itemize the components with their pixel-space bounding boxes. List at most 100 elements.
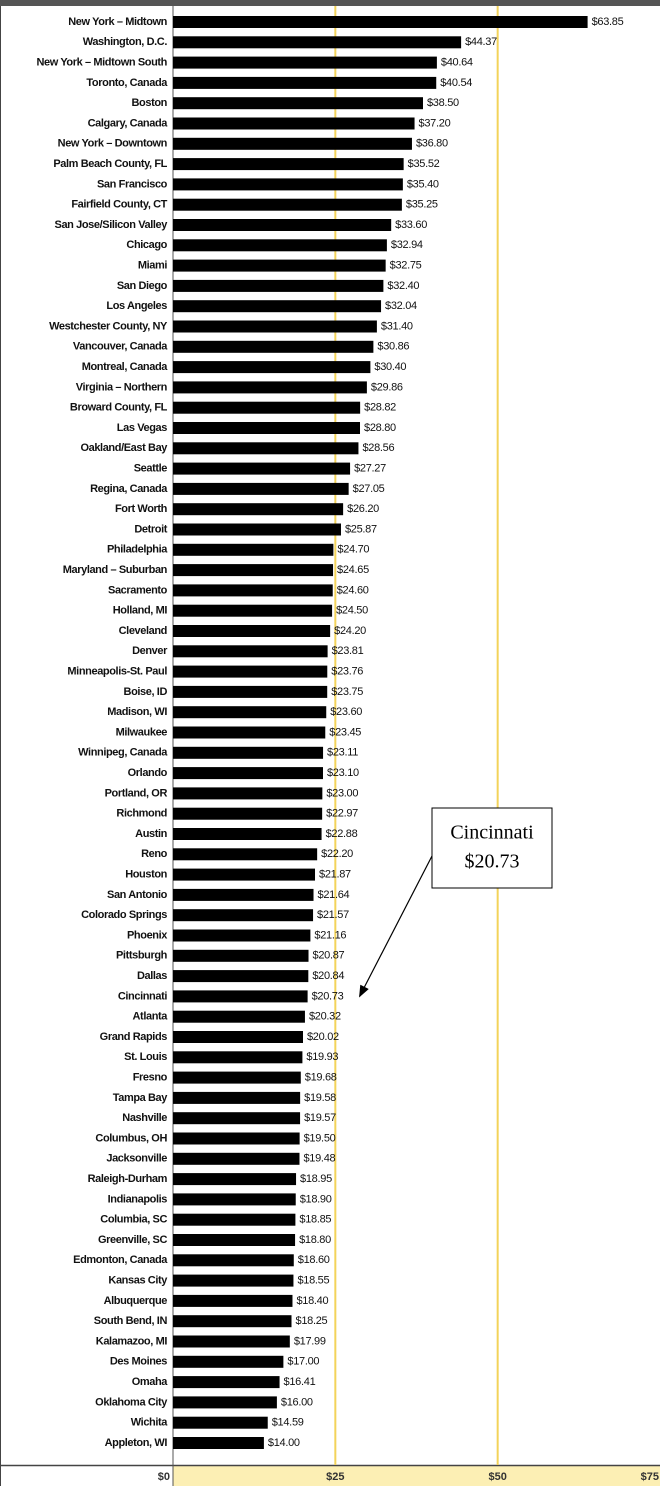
category-label: San Diego: [117, 280, 168, 292]
bar: [173, 1254, 294, 1267]
category-label: Orlando: [128, 767, 168, 779]
value-label: $33.60: [395, 219, 427, 231]
bar: [173, 462, 351, 475]
category-label: Richmond: [116, 808, 167, 820]
value-label: $28.82: [364, 402, 396, 414]
bar: [173, 726, 326, 739]
category-label: Maryland – Suburban: [63, 564, 168, 576]
annotation-text: Cincinnati: [450, 822, 534, 844]
x-tick-label: $25: [326, 1471, 344, 1483]
bar: [173, 929, 311, 942]
value-label: $19.93: [306, 1051, 338, 1063]
bar: [173, 909, 314, 922]
category-label: Indianapolis: [108, 1193, 168, 1205]
category-label: Las Vegas: [117, 422, 167, 434]
category-label: Toronto, Canada: [86, 77, 168, 89]
category-label: New York – Midtown South: [36, 57, 167, 69]
bar: [173, 543, 334, 556]
value-label: $35.25: [406, 199, 438, 211]
value-label: $20.84: [312, 970, 344, 982]
category-label: Chicago: [126, 239, 167, 251]
value-label: $31.40: [381, 320, 413, 332]
bar: [173, 401, 361, 414]
value-label: $29.86: [371, 381, 403, 393]
value-label: $18.95: [300, 1173, 332, 1185]
category-label: Philadelphia: [107, 544, 168, 556]
x-tick-label: $75: [641, 1471, 659, 1483]
value-label: $19.50: [304, 1132, 336, 1144]
value-label: $44.37: [465, 36, 497, 48]
value-label: $23.11: [327, 747, 358, 759]
bar: [173, 259, 386, 272]
category-label: Nashville: [122, 1112, 167, 1124]
category-label: Greenville, SC: [98, 1234, 167, 1246]
category-label: Pittsburgh: [116, 950, 168, 962]
value-label: $23.45: [329, 726, 361, 738]
value-label: $27.05: [353, 483, 385, 495]
bar: [173, 1091, 301, 1104]
category-label: San Jose/Silicon Valley: [55, 219, 169, 231]
value-label: $18.60: [298, 1254, 330, 1266]
bar: [173, 1010, 305, 1023]
value-label: $24.20: [334, 625, 366, 637]
bar: [173, 645, 328, 658]
bar: [173, 787, 323, 800]
value-label: $18.90: [300, 1193, 332, 1205]
category-label: Dallas: [137, 970, 167, 982]
bar: [173, 685, 328, 698]
bar: [173, 361, 371, 374]
bar: [173, 1031, 303, 1043]
value-label: $19.68: [305, 1072, 337, 1084]
category-label: Los Angeles: [106, 300, 167, 312]
bar: [173, 137, 412, 150]
bar: [173, 1294, 293, 1307]
bar: [173, 198, 402, 211]
annotation-text: $20.73: [465, 851, 520, 873]
bar: [173, 1051, 303, 1064]
value-label: $18.55: [297, 1275, 329, 1287]
value-label: $21.16: [314, 929, 346, 941]
annotation-arrow: [359, 855, 433, 998]
bar: [173, 1213, 296, 1226]
value-label: $19.57: [304, 1112, 336, 1124]
bar: [173, 888, 314, 901]
bar: [173, 1234, 296, 1246]
annotation-box: [431, 807, 553, 889]
bar: [173, 523, 341, 536]
bar: [173, 1193, 296, 1206]
bar: [173, 1396, 277, 1409]
bar: [173, 1132, 300, 1145]
category-label: Jacksonville: [106, 1153, 167, 1165]
value-label: $30.86: [377, 341, 409, 353]
category-label: San Antonio: [107, 889, 168, 901]
value-label: $16.00: [281, 1396, 313, 1408]
bar: [173, 340, 374, 353]
bar: [173, 158, 404, 171]
value-label: $20.87: [313, 950, 345, 962]
bar: [173, 1416, 268, 1429]
category-label: Grand Rapids: [100, 1031, 168, 1043]
bar: [173, 219, 392, 231]
bar: [173, 300, 382, 313]
value-label: $21.87: [319, 869, 351, 881]
category-label: Cincinnati: [118, 990, 168, 1002]
value-label: $36.80: [416, 138, 448, 150]
value-label: $20.32: [309, 1011, 341, 1023]
bar: [173, 706, 327, 719]
category-label: Albuquerque: [104, 1295, 168, 1307]
bar: [173, 746, 324, 759]
category-label: Madison, WI: [107, 706, 167, 718]
value-label: $35.40: [407, 178, 439, 190]
bar: [173, 990, 308, 1003]
value-label: $14.59: [272, 1417, 304, 1429]
category-label: Minneapolis-St. Paul: [67, 666, 167, 678]
value-label: $21.64: [318, 889, 350, 901]
value-label: $25.87: [345, 523, 377, 535]
category-label: Detroit: [134, 523, 167, 535]
value-label: $40.54: [440, 77, 472, 89]
bar: [173, 970, 309, 983]
bar: [173, 665, 328, 678]
category-label: Oakland/East Bay: [80, 442, 168, 454]
bar: [173, 1376, 280, 1389]
category-label: Virginia – Northern: [76, 381, 168, 393]
